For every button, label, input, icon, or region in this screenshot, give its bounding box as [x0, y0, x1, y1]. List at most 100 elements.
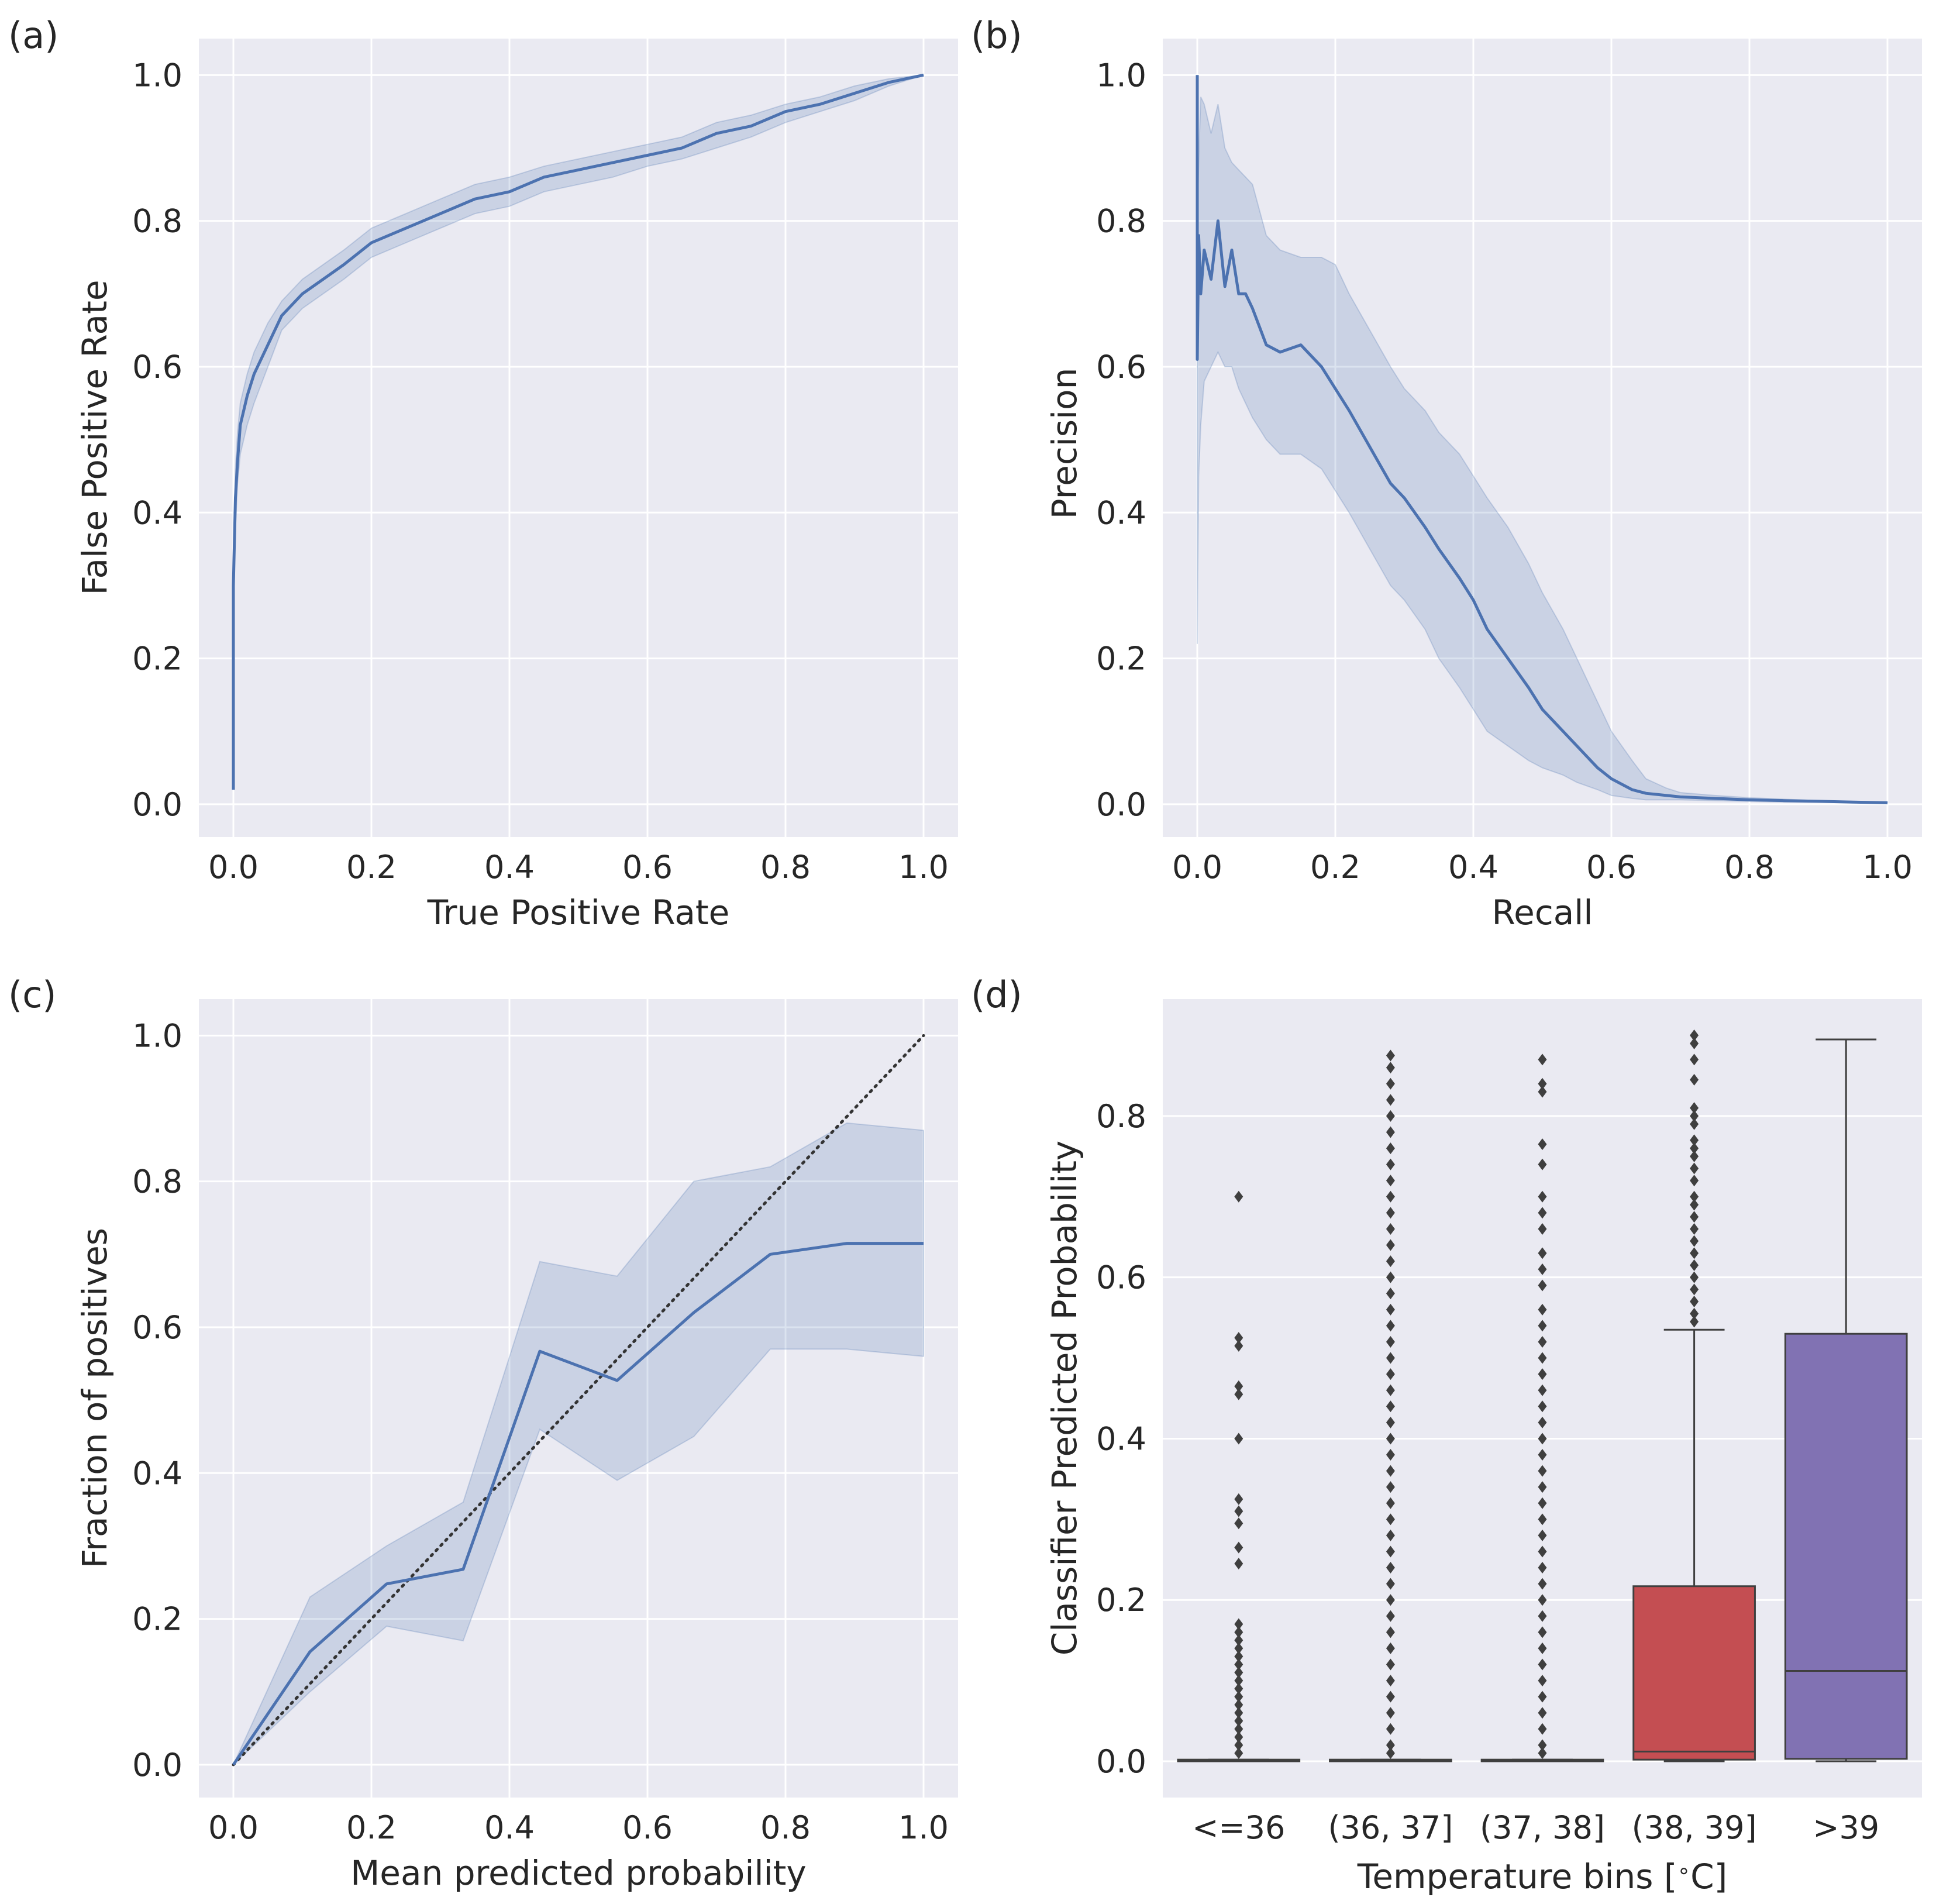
box-2 — [1480, 1053, 1604, 1762]
reference-diagonal — [232, 1034, 925, 1767]
outlier-point — [1386, 1049, 1395, 1062]
outlier-point — [1690, 1118, 1699, 1130]
outlier-point — [1386, 1400, 1395, 1413]
outlier-point — [1538, 1400, 1547, 1413]
x-tick-label: 0.2 — [346, 1809, 397, 1846]
outlier-point — [1538, 1433, 1547, 1445]
outlier-point — [1386, 1416, 1395, 1428]
outlier-point — [1690, 1142, 1699, 1155]
series-line — [232, 1242, 924, 1766]
y-tick-label: 0.6 — [1096, 349, 1146, 385]
outlier-point — [1386, 1271, 1395, 1283]
box-body — [1632, 1585, 1756, 1761]
outlier-point — [1386, 1352, 1395, 1364]
outlier-point — [1386, 1723, 1395, 1735]
outlier-point — [1386, 1513, 1395, 1526]
outlier-point — [1538, 1207, 1547, 1219]
outlier-point — [1538, 1545, 1547, 1558]
outlier-point — [1690, 1190, 1699, 1203]
outlier-point — [1234, 1626, 1243, 1638]
outlier-point — [1538, 1223, 1547, 1235]
outlier-point — [1386, 1368, 1395, 1380]
outlier-point — [1234, 1723, 1243, 1735]
panel-a-gridlines — [199, 39, 958, 837]
y-tick-label: 0.4 — [1096, 1420, 1146, 1457]
outlier-point — [1690, 1175, 1699, 1187]
y-tick-label: 0.8 — [132, 203, 182, 240]
outlier-point — [1386, 1739, 1395, 1751]
outlier-point — [1234, 1388, 1243, 1400]
outlier-point — [1538, 1497, 1547, 1509]
outlier-point — [1690, 1134, 1699, 1146]
y-tick-label: 0.0 — [132, 786, 182, 823]
outlier-point — [1538, 1086, 1547, 1098]
outlier-point — [1386, 1255, 1395, 1268]
x-tick-label: 0.6 — [622, 849, 673, 886]
outlier-point — [1234, 1658, 1243, 1671]
outlier-point — [1538, 1562, 1547, 1574]
outlier-point — [1538, 1675, 1547, 1687]
y-tick-label: 1.0 — [1096, 57, 1146, 94]
outlier-point — [1234, 1190, 1243, 1203]
panel-d-y-ticks: 0.0 0.2 0.4 0.6 0.8 — [1096, 1098, 1146, 1780]
outlier-point — [1538, 1465, 1547, 1477]
x-tick-label: 0.4 — [1448, 849, 1498, 886]
panel-a-label: (a) — [8, 14, 58, 57]
outlier-point — [1538, 1352, 1547, 1364]
x-tick-label: 1.0 — [898, 1809, 949, 1846]
outlier-point — [1386, 1094, 1395, 1106]
y-tick-label: 0.2 — [1096, 1582, 1146, 1619]
outlier-point — [1234, 1642, 1243, 1654]
outlier-point — [1386, 1303, 1395, 1316]
outlier-point — [1690, 1283, 1699, 1296]
panel-d: (d) <=36 (36, 37] (37, 38] (38, 39] >39 0.00… — [971, 973, 1922, 1896]
x-tick-label: 0.0 — [208, 1809, 259, 1846]
panel-c-series — [232, 1242, 924, 1766]
x-tick-label: 0.2 — [1310, 849, 1360, 886]
panel-b-plot-area — [1163, 39, 1922, 837]
outlier-point — [1690, 1037, 1699, 1049]
y-tick-label: 0.8 — [1096, 203, 1146, 240]
outlier-point — [1690, 1223, 1699, 1235]
outlier-point — [1690, 1259, 1699, 1271]
outlier-point — [1386, 1175, 1395, 1187]
outlier-point — [1234, 1380, 1243, 1392]
panel-c-y-ticks: 0.0 0.2 0.4 0.6 0.8 1.0 — [132, 1017, 182, 1784]
outlier-point — [1234, 1541, 1243, 1554]
panel-b-x-label: Recall — [1491, 893, 1593, 932]
series-line — [1196, 75, 1888, 804]
outlier-point — [1538, 1158, 1547, 1170]
outlier-point — [1386, 1335, 1395, 1348]
panel-d-x-ticks: <=36 (36, 37] (37, 38] (38, 39] >39 — [1192, 1809, 1879, 1846]
y-tick-label: 0.0 — [1096, 1743, 1146, 1780]
outlier-point — [1386, 1465, 1395, 1477]
outlier-point — [1538, 1610, 1547, 1622]
x-tick-label: 0.8 — [760, 1809, 811, 1846]
y-tick-label: 1.0 — [132, 1017, 182, 1054]
outlier-point — [1538, 1279, 1547, 1292]
outlier-point — [1690, 1073, 1699, 1086]
outlier-point — [1538, 1303, 1547, 1316]
x-tick-label: 0.8 — [760, 849, 811, 886]
panel-b-x-ticks: 0.0 0.2 0.4 0.6 0.8 1.0 — [1172, 849, 1913, 886]
box-1 — [1329, 1049, 1452, 1762]
x-tick-label: 0.4 — [484, 1809, 535, 1846]
outlier-point — [1234, 1715, 1243, 1727]
panel-b-label: (b) — [971, 14, 1022, 57]
outlier-point — [1386, 1562, 1395, 1574]
outlier-point — [1234, 1739, 1243, 1751]
category-label: (37, 38] — [1480, 1809, 1605, 1846]
panel-a-x-ticks: 0.0 0.2 0.4 0.6 0.8 1.0 — [208, 849, 949, 886]
outlier-point — [1386, 1690, 1395, 1703]
outlier-point — [1234, 1433, 1243, 1445]
outlier-point — [1538, 1368, 1547, 1380]
y-tick-label: 1.0 — [132, 57, 182, 94]
outlier-point — [1538, 1690, 1547, 1703]
outlier-point — [1538, 1320, 1547, 1332]
outlier-point — [1538, 1707, 1547, 1719]
outlier-point — [1234, 1332, 1243, 1344]
panel-b-y-label: Precision — [1045, 368, 1084, 519]
panel-d-x-label: Temperature bins [∘C] — [1357, 1857, 1728, 1896]
outlier-point — [1538, 1578, 1547, 1590]
panel-c-x-label: Mean predicted probability — [350, 1853, 807, 1893]
